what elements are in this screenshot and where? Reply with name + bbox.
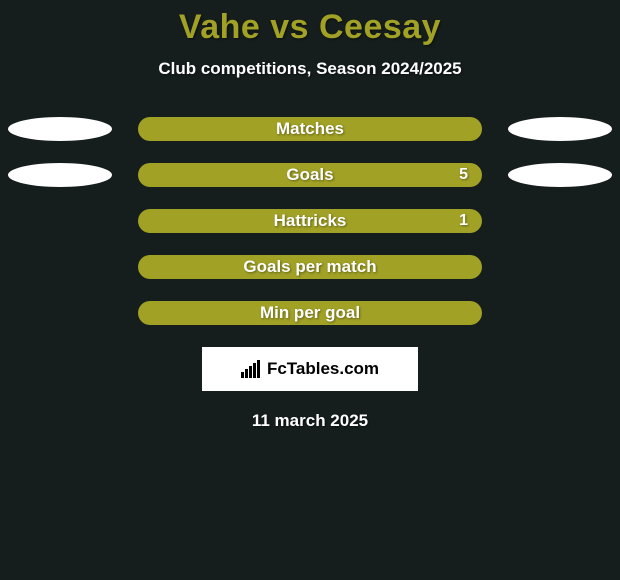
stat-bar: Matches: [138, 117, 482, 141]
stat-row: Min per goal: [0, 301, 620, 325]
left-ellipse: [8, 163, 112, 187]
left-ellipse: [8, 117, 112, 141]
stat-value: 5: [459, 166, 468, 184]
stat-bar: Min per goal: [138, 301, 482, 325]
chart-subtitle: Club competitions, Season 2024/2025: [0, 59, 620, 79]
stat-bar: Goals per match: [138, 255, 482, 279]
stat-row: Goals per match: [0, 255, 620, 279]
stat-row: Matches: [0, 117, 620, 141]
stat-label: Hattricks: [274, 211, 347, 231]
right-ellipse: [508, 117, 612, 141]
chart-title: Vahe vs Ceesay: [0, 8, 620, 47]
stat-label: Min per goal: [260, 303, 360, 323]
chart-date: 11 march 2025: [0, 411, 620, 431]
stat-label: Goals: [286, 165, 333, 185]
logo-box: FcTables.com: [202, 347, 418, 391]
stat-rows: Matches Goals 5 Hattricks 1 Goals per match Mi…: [0, 117, 620, 325]
logo-text: FcTables.com: [267, 359, 379, 379]
chart-bars-icon: [241, 360, 263, 378]
stat-bar: Hattricks 1: [138, 209, 482, 233]
chart-container: Vahe vs Ceesay Club competitions, Season…: [0, 0, 620, 431]
right-ellipse: [508, 163, 612, 187]
logo-content: FcTables.com: [241, 359, 379, 379]
stat-bar: Goals 5: [138, 163, 482, 187]
stat-label: Goals per match: [243, 257, 376, 277]
stat-row: Goals 5: [0, 163, 620, 187]
stat-row: Hattricks 1: [0, 209, 620, 233]
stat-label: Matches: [276, 119, 344, 139]
stat-value: 1: [459, 212, 468, 230]
